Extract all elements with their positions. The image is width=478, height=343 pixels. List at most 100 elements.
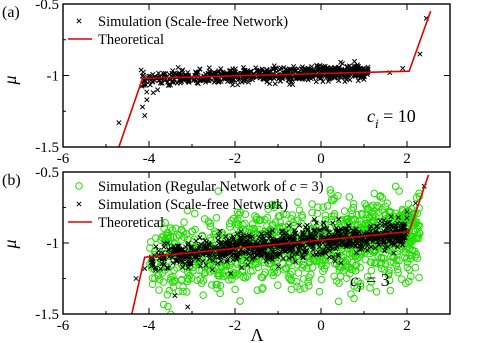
panel-b-green-point xyxy=(248,220,257,228)
panel-b-black-point xyxy=(197,263,203,269)
panel-a-point xyxy=(211,70,217,76)
panel-b-black-point xyxy=(382,221,388,227)
panel-b-legend-label: Simulation (Scale-free Network) xyxy=(98,197,288,213)
panel-b-green-point xyxy=(180,218,188,226)
panel-b-green-point xyxy=(404,200,413,208)
panel-b-black-point xyxy=(311,216,317,223)
panel-b-green-point xyxy=(175,231,183,239)
panel-b-green-point xyxy=(166,233,175,242)
panel-b-black-point xyxy=(391,242,397,248)
panel-b-black-point xyxy=(283,232,289,239)
panel-b-black-point xyxy=(170,260,176,266)
panel-b-green-point xyxy=(308,208,316,217)
panel-b-black-point xyxy=(364,243,370,249)
panel-b-black-point xyxy=(336,216,342,222)
panel-b-green-point xyxy=(200,269,209,278)
panel-b-green-point xyxy=(284,272,293,281)
panel-a-point xyxy=(195,80,201,86)
panel-a-xtick-label: -6 xyxy=(57,151,70,167)
panel-b-green-point xyxy=(213,280,221,289)
panel-b-green-point xyxy=(392,261,401,269)
panel-b-black-point xyxy=(286,222,292,229)
panel-b-green-point xyxy=(319,203,327,211)
panel-b-black-point xyxy=(296,222,303,228)
panel-a-point xyxy=(315,64,321,70)
panel-a-point xyxy=(287,81,293,87)
panel-a-point xyxy=(334,74,341,80)
panel-b-black-point xyxy=(185,304,191,310)
panel-a-xtick-label: -2 xyxy=(229,151,242,167)
panel-b-black-point xyxy=(277,251,283,257)
panel-b-green-point xyxy=(305,282,313,290)
panel-a-point xyxy=(315,74,322,80)
panel-b-green-point xyxy=(351,216,359,224)
panel-b-black-point xyxy=(368,223,374,229)
panel-b-green-point xyxy=(323,202,332,210)
panel-b-green-point xyxy=(271,200,279,209)
panel-b-green-point xyxy=(161,219,169,227)
panel-b-green-point xyxy=(395,187,403,195)
panel-b-green-point xyxy=(206,219,214,228)
panel-b-green-point xyxy=(331,221,339,229)
panel-b-green-point xyxy=(372,221,381,230)
panel-a-point xyxy=(272,81,278,87)
panel-a-legend-entry: Theoretical xyxy=(68,32,164,48)
panel-b-black-point xyxy=(198,241,204,247)
panel-b-green-point xyxy=(372,288,381,296)
panel-b-frame xyxy=(62,171,451,315)
panel-b-black-point xyxy=(344,226,350,232)
panel-a-point xyxy=(246,70,252,76)
panel-b-black-point xyxy=(241,242,248,248)
panel-b-green-point xyxy=(274,212,283,221)
panel-b-green-point xyxy=(154,271,163,280)
panel-b-xtick-label: 2 xyxy=(403,318,411,334)
panel-b-green-point xyxy=(348,252,357,260)
panel-a-point xyxy=(400,65,406,71)
panel-b-black-point xyxy=(133,275,139,282)
panel-b-legend-entry: Simulation (Regular Network of c = 3) xyxy=(75,179,324,195)
panel-b-black-point xyxy=(153,267,159,273)
panel-b-black-point xyxy=(299,243,305,249)
panel-b-green-point xyxy=(299,275,308,283)
panel-b-annotation: ci = 3 xyxy=(350,270,390,295)
panel-b-green-point xyxy=(358,210,367,219)
panel-a-point xyxy=(207,69,213,75)
panel-b-green-point xyxy=(203,261,212,270)
panel-b-black-point xyxy=(223,234,229,240)
panel-b-black-point xyxy=(317,227,323,233)
panel-b-green-point xyxy=(231,285,239,294)
panel-b-black-point xyxy=(323,243,329,250)
panel-a-point xyxy=(165,83,172,89)
panel-b-black-point xyxy=(361,231,367,237)
panel-b-green-point xyxy=(183,288,191,296)
panel-b-black-point xyxy=(301,249,307,255)
panel-b-black-point xyxy=(156,248,162,254)
panel-b-black-point xyxy=(193,238,199,244)
panel-b-black-point xyxy=(364,229,370,235)
panel-b-green-point xyxy=(413,254,422,263)
panel-b-green-point xyxy=(330,194,339,203)
panel-a-point xyxy=(360,74,366,80)
panel-a-point xyxy=(320,79,326,85)
panel-a-point xyxy=(342,79,348,85)
panel-a-annotation-sub: i xyxy=(375,116,379,131)
panel-b-black-point xyxy=(224,257,230,263)
panel-b-black-point xyxy=(349,243,355,249)
panel-b-green-point xyxy=(191,225,199,234)
panel-b-green-point xyxy=(377,258,386,267)
panel-b-black-point xyxy=(382,245,388,251)
panel-b-green-point xyxy=(305,257,314,266)
panel-b-green-point xyxy=(384,271,393,279)
panel-a-point xyxy=(230,82,236,88)
panel-b: (b) μ -1.5 -1 -0.5 -6 -4 -2 0 2 Simulation (Re… xyxy=(0,165,451,343)
panel-b-green-point xyxy=(347,290,355,298)
panel-b-black-point xyxy=(258,231,264,237)
panel-b-green-point xyxy=(188,274,196,282)
panel-b-black-point xyxy=(200,252,206,258)
panel-b-black-point xyxy=(182,261,188,267)
panel-a-xtick-label: 2 xyxy=(403,151,411,167)
panel-b-green-point xyxy=(164,302,172,311)
panel-b-black-point xyxy=(215,260,221,266)
panel-b-legend-label: Simulation (Regular Network of c = 3) xyxy=(98,179,324,195)
panel-b-green-point xyxy=(358,223,366,232)
